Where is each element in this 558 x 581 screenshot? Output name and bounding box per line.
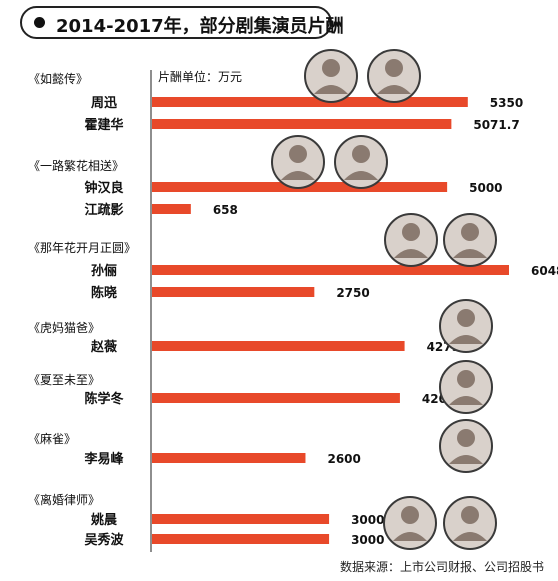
data-source: 数据来源：上市公司财报、公司招股书 [339, 560, 544, 574]
group-label: 《如懿传》 [28, 71, 88, 86]
portrait-head-icon [401, 506, 419, 524]
group-label: 《虎妈猫爸》 [28, 321, 100, 335]
actor-name: 江疏影 [84, 202, 123, 218]
bar [152, 265, 509, 275]
portrait-body-icon [281, 171, 315, 180]
portrait-head-icon [461, 506, 479, 524]
portrait-head-icon [457, 429, 475, 447]
group-label: 《那年花开月正圆》 [28, 240, 136, 255]
bar [152, 97, 468, 107]
actor-name: 陈学冬 [84, 391, 123, 407]
bullet-dot-icon [34, 17, 45, 28]
portrait-head-icon [461, 223, 479, 241]
portrait-body-icon [393, 532, 427, 541]
actor-name: 李易峰 [83, 451, 124, 467]
data-label: 2750 [336, 286, 369, 300]
group-label: 《一路繁花相送》 [28, 158, 124, 173]
bar [152, 204, 191, 214]
portrait-body-icon [449, 396, 483, 405]
actor-name: 陈晓 [91, 285, 117, 301]
portrait-body-icon [449, 335, 483, 344]
portrait-body-icon [453, 532, 487, 541]
portrait-body-icon [344, 171, 378, 180]
portrait-body-icon [394, 249, 428, 258]
portrait-head-icon [385, 59, 403, 77]
bar [152, 453, 306, 463]
portrait-head-icon [322, 59, 340, 77]
actor-name: 赵薇 [90, 339, 117, 355]
actor-name: 霍建华 [84, 117, 123, 133]
actor-name: 姚晨 [90, 512, 118, 528]
bar [152, 119, 452, 129]
portrait-head-icon [289, 145, 307, 163]
data-label: 3000 [351, 513, 384, 527]
portrait-head-icon [457, 370, 475, 388]
group-label: 《离婚律师》 [28, 492, 100, 507]
portrait-head-icon [352, 145, 370, 163]
data-label: 5071.7 [473, 118, 519, 132]
portrait-head-icon [402, 223, 420, 241]
data-label: 658 [213, 203, 238, 217]
data-label: 5000 [469, 181, 502, 195]
portrait-head-icon [457, 309, 475, 327]
data-label: 2600 [327, 452, 360, 466]
group-label: 《麻雀》 [28, 431, 76, 446]
chart-title: 2014-2017年，部分剧集演员片酬 [56, 16, 344, 37]
portrait-body-icon [377, 85, 411, 94]
bar [152, 341, 405, 351]
actor-name: 吴秀波 [84, 532, 124, 548]
actor-name: 孙俪 [91, 263, 117, 279]
actor-name: 钟汉良 [84, 180, 123, 196]
actor-name: 周迅 [91, 96, 117, 111]
data-label: 6048 [531, 264, 558, 278]
unit-label: 片酬单位：万元 [158, 69, 242, 84]
portrait-body-icon [449, 455, 483, 464]
bar [152, 287, 315, 297]
portrait-body-icon [314, 85, 348, 94]
title-pill: 2014-2017年，部分剧集演员片酬 [20, 6, 344, 39]
data-label: 3000 [351, 533, 384, 547]
bar [152, 534, 330, 544]
data-label: 5350 [490, 96, 523, 110]
bar [152, 393, 400, 403]
portrait-body-icon [453, 249, 487, 258]
group-label: 《夏至未至》 [28, 373, 100, 387]
bar [152, 514, 330, 524]
